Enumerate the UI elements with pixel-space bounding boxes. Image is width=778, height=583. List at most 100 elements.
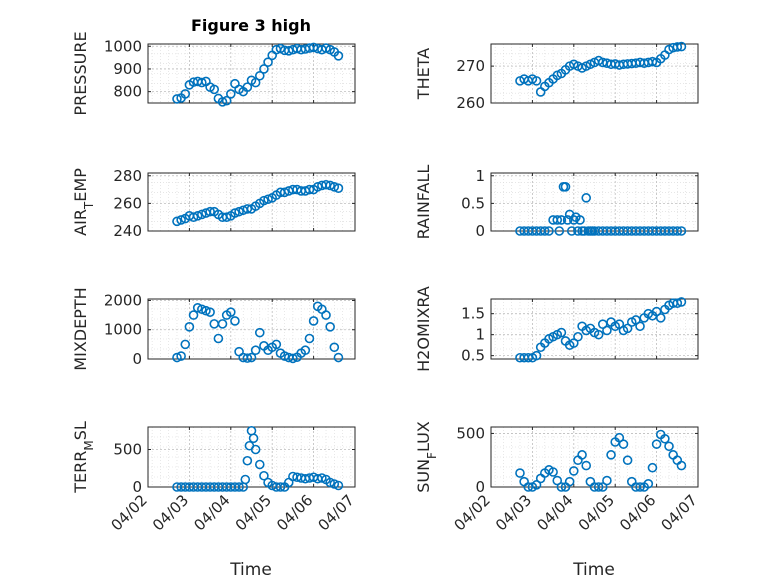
subplot-7-y-tick-label: 0: [132, 478, 142, 496]
subplot-3-data-point: [188, 212, 199, 222]
subplot-2-data-point: [531, 76, 542, 86]
subplot-1: 800 900 1000 PRESSURE: [71, 31, 356, 116]
subplot-8-x-tick-label: 04/05: [575, 491, 618, 534]
subplot-5-data-point: [197, 304, 207, 315]
subplot-1-data-point: [250, 77, 261, 88]
subplot-6-y-tick-label: 1: [475, 326, 485, 344]
subplot-3-y-axis-label: AIRTEMP: [71, 168, 96, 236]
subplot-2-y-tick-label: 270: [456, 57, 485, 75]
subplot-8-data-point: [651, 439, 662, 449]
subplot-4-y-tick-label: 1: [475, 167, 485, 185]
subplot-3-data-point: [333, 183, 344, 193]
subplot-2-major-grid: [491, 44, 698, 103]
subplot-6-axes-box: [490, 298, 699, 360]
subplot-7-y-label-part: SL: [71, 421, 90, 440]
subplot-2-series: [515, 41, 687, 97]
subplot-1-data-point: [254, 70, 265, 81]
subplot-8-data-point: [515, 468, 525, 478]
subplot-7-series: [172, 425, 344, 492]
subplot-5-data-point: [172, 352, 182, 363]
subplot-8-y-axis-label: SUNFLUX: [414, 421, 439, 493]
subplot-6-data-point: [556, 327, 567, 338]
subplot-4-series: [515, 182, 687, 236]
subplot-8-data-point: [647, 462, 658, 473]
subplot-5-data-point: [213, 333, 224, 344]
subplot-8-data-point: [635, 482, 645, 492]
figure-title: Figure 3 high: [191, 16, 311, 35]
subplot-4-y-tick-label: 0: [475, 222, 485, 240]
subplot-7-x-tick-label: 04/04: [190, 491, 233, 534]
subplot-2-y-tick-label: 260: [456, 94, 485, 112]
subplot-7-x-tick-label: 04/07: [315, 491, 358, 534]
subplot-8-series: [515, 429, 687, 492]
subplot-1-data-point: [180, 89, 191, 99]
subplot-3-data-point: [242, 204, 253, 214]
subplot-7-x-tick-label: 04/02: [108, 491, 151, 534]
subplot-6-data-point: [573, 331, 583, 342]
subplot-5-data-point: [230, 316, 240, 326]
subplot-8-y-tick-label: 500: [456, 424, 485, 442]
subplot-8-data-point: [622, 455, 633, 466]
subplot-5-data-point: [279, 351, 290, 361]
subplot-6-y-label-part: H2OMIXRA: [414, 286, 433, 372]
subplot-6-data-point: [672, 298, 683, 308]
subplot-3-y-label-part: EMP: [71, 168, 90, 202]
subplot-6-y-axis-label: H2OMIXRA: [414, 286, 433, 372]
subplot-4-axes-bg: [491, 173, 698, 231]
subplot-8-x-tick-label: 04/02: [451, 491, 494, 534]
subplot-5-data-point: [271, 339, 282, 350]
subplot-6-y-tick-label: 1.5: [461, 305, 485, 323]
subplot-6-y-tick-label: 0.5: [461, 347, 485, 365]
subplot-1-y-tick-label: 900: [113, 60, 142, 78]
subplot-4-data-point: [556, 215, 567, 225]
subplot-6: 0.5 1 1.5 H2OMIXRA: [414, 286, 699, 372]
subplot-3-axes-box: [147, 172, 356, 232]
subplot-1-y-tick-label: 800: [113, 83, 142, 101]
subplot-5-data-point: [288, 353, 298, 364]
subplot-7-data-point: [240, 474, 251, 485]
subplot-5-data-point: [188, 310, 199, 320]
subplot-5-data-point: [184, 322, 195, 332]
subplot-7-y-axis-label: TERRMSL: [71, 421, 96, 494]
subplot-7-data-point: [325, 477, 335, 488]
subplot-3-data-point: [192, 211, 203, 221]
subplot-3-data-point: [304, 184, 315, 195]
subplot-7-data-point: [254, 459, 265, 470]
subplot-6-data-point: [593, 329, 604, 340]
subplot-3-y-tick-label: 260: [113, 194, 142, 212]
subplot-7-data-point: [333, 480, 344, 491]
subplot-4-data-point: [540, 226, 550, 236]
subplot-2-y-axis-label: THETA: [414, 48, 433, 100]
subplot-2-y-label-part: THETA: [414, 48, 433, 100]
subplot-3-data-point: [279, 187, 290, 198]
subplot-3-y-tick-label: 240: [113, 222, 142, 240]
subplot-7-data-point: [234, 482, 244, 492]
subplot-5-data-point: [304, 333, 315, 344]
subplot-3-data-point: [172, 216, 182, 227]
subplot-6-data-point: [655, 313, 666, 323]
subplot-7-x-tick-label: 04/03: [149, 491, 192, 534]
subplot-3-y-label-part: AIR: [71, 209, 90, 236]
subplot-2-data-point: [676, 41, 687, 52]
subplot-8-data-point: [660, 433, 670, 444]
subplot-7-y-label-part: TERR: [71, 451, 90, 494]
subplot-8-data-point: [548, 467, 558, 477]
subplot-8-y-tick-label: 0: [475, 478, 485, 496]
subplot-3-data-point: [176, 215, 186, 225]
subplot-1-data-point: [221, 95, 232, 106]
subplot-5-data-point: [321, 310, 331, 320]
subplot-5-data-point: [176, 351, 186, 361]
subplot-2-data-point: [647, 56, 658, 67]
subplot-3-data-point: [197, 209, 207, 220]
subplot-7-data-point: [242, 455, 253, 466]
subplot-4-data-point: [573, 226, 583, 236]
subplot-5-y-tick-label: 0: [132, 350, 142, 368]
subplot-4-y-axis-label: RAINFALL: [414, 165, 433, 240]
subplot-7-data-point: [317, 473, 327, 483]
subplot-5-data-point: [254, 327, 265, 338]
subplot-8-data-point: [568, 466, 579, 476]
subplot-3-data-point: [259, 195, 269, 206]
subplot-3-y-tick-label: 280: [113, 167, 142, 185]
subplot-5-data-point: [308, 316, 319, 326]
